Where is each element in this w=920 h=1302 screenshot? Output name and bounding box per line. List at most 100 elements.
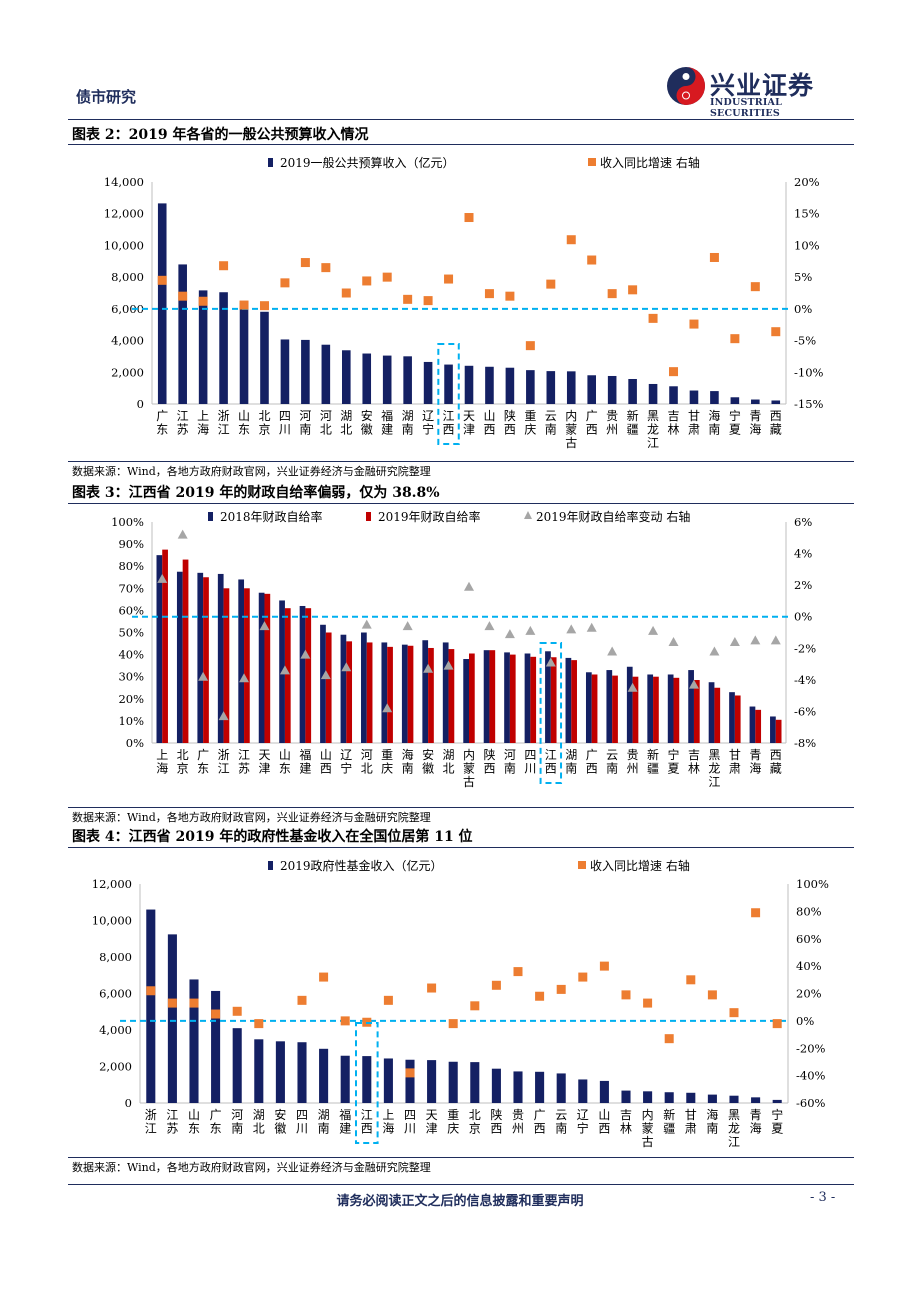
legend-label: 2019一般公共预算收入（亿元） (280, 155, 455, 170)
left-tick-label: 0% (126, 736, 144, 750)
bar (628, 378, 637, 404)
bar (708, 682, 715, 743)
scatter-point (669, 367, 679, 377)
bar (530, 656, 537, 743)
bar (607, 375, 617, 404)
category-label: 北 (443, 762, 455, 776)
scatter-point (628, 285, 638, 295)
category-label: 辽 (340, 748, 352, 762)
category-label: 藏 (770, 423, 782, 437)
category-label: 宁 (771, 1107, 783, 1122)
legend-swatch (208, 512, 213, 521)
bar (755, 709, 762, 743)
scatter-point (254, 1019, 264, 1029)
category-label: 南 (231, 1121, 243, 1136)
highlight-box-jiangxi (539, 642, 563, 784)
category-label: 南 (606, 761, 618, 776)
scatter-point (280, 278, 290, 288)
bar (686, 1092, 696, 1103)
scatter-point (729, 636, 740, 646)
right-tick-label: 4% (794, 547, 812, 561)
scatter-point (709, 252, 719, 262)
category-label: 南 (299, 422, 311, 437)
scatter-point (525, 625, 536, 635)
bar (621, 1090, 631, 1103)
bar (264, 593, 271, 743)
category-label: 海 (156, 761, 168, 776)
category-label: 江 (166, 1108, 178, 1122)
category-label: 广 (197, 748, 209, 762)
bar (341, 350, 351, 404)
bar (284, 608, 291, 743)
category-label: 庆 (381, 762, 393, 776)
chart-general-budget-revenue: 0 2,000 4,000 6,000 8,000 10,000 12,000 14,000 -… (104, 155, 824, 450)
bar (751, 1097, 761, 1103)
scatter-point (259, 621, 270, 631)
scatter-point (167, 998, 177, 1008)
bar (463, 659, 469, 743)
category-label: 海 (749, 761, 761, 776)
bar (325, 632, 332, 743)
right-tick-label: 60% (796, 932, 822, 946)
category-label: 龙 (647, 423, 659, 437)
scatter-point (771, 327, 781, 337)
bar (401, 644, 408, 743)
bar (189, 979, 199, 1103)
category-label: 海 (708, 408, 720, 423)
category-label: 南 (402, 422, 414, 437)
left-tick-label: 90% (118, 537, 144, 551)
chart-fiscal-self-sufficiency: 0% 10% 20% 30% 40% 50% 60% 70% 80% 90% 100% -8% -6% -… (111, 509, 816, 789)
scatter-point (643, 998, 653, 1008)
category-label: 西 (320, 762, 332, 776)
scatter-point (599, 961, 609, 971)
legend-swatch (578, 861, 586, 869)
bar (319, 1048, 329, 1103)
scatter-point (427, 983, 437, 993)
swirl-logo-icon (667, 67, 705, 105)
right-tick-label: 40% (796, 959, 822, 973)
category-label: 海 (749, 422, 761, 437)
bar (362, 1056, 372, 1103)
category-label: 河 (299, 409, 311, 423)
scatter-point (587, 255, 597, 265)
category-label: 北 (253, 1122, 265, 1136)
category-label: 江 (177, 409, 189, 423)
category-label: 海 (402, 747, 414, 762)
category-label: 北 (320, 423, 332, 437)
bar (734, 695, 741, 743)
category-label: 疆 (663, 1122, 675, 1136)
left-tick-label: 60% (118, 603, 144, 617)
bar (485, 366, 494, 404)
bar (403, 356, 412, 404)
bar (346, 641, 353, 743)
bar (232, 1028, 242, 1103)
category-label: 海 (197, 422, 209, 437)
category-label: 江 (545, 748, 557, 762)
figure-3-title: 图表 3：江西省 2019 年的财政自给率偏弱，仅为 38.8% (72, 485, 440, 501)
right-tick-label: 100% (796, 877, 829, 891)
category-label: 西 (534, 1122, 546, 1136)
category-label: 贵 (512, 1108, 524, 1122)
bar (157, 203, 167, 404)
figure-2-source: 数据来源：Wind，各地方政府财政官网，兴业证券经济与金融研究院整理 (72, 465, 431, 478)
category-label: 江 (218, 762, 230, 776)
category-label: 内 (565, 409, 577, 423)
category-label: 天 (258, 748, 270, 762)
category-label: 建 (299, 762, 311, 776)
category-label: 河 (320, 409, 332, 423)
category-label: 江 (218, 423, 230, 437)
left-tick-label: 50% (118, 626, 144, 640)
left-tick-label: 100% (111, 515, 144, 529)
figure-3-bottom-rule (68, 807, 854, 808)
scatter-point (668, 636, 679, 646)
scatter-point (648, 625, 659, 635)
bar (643, 1091, 653, 1103)
category-label: 建 (381, 423, 393, 437)
right-tick-label: -20% (796, 1041, 826, 1055)
bar (407, 645, 414, 743)
category-label: 安 (274, 1107, 286, 1122)
category-label: 河 (361, 748, 373, 762)
bar (423, 361, 433, 404)
category-label: 福 (381, 408, 393, 423)
category-label: 浙 (218, 748, 230, 762)
